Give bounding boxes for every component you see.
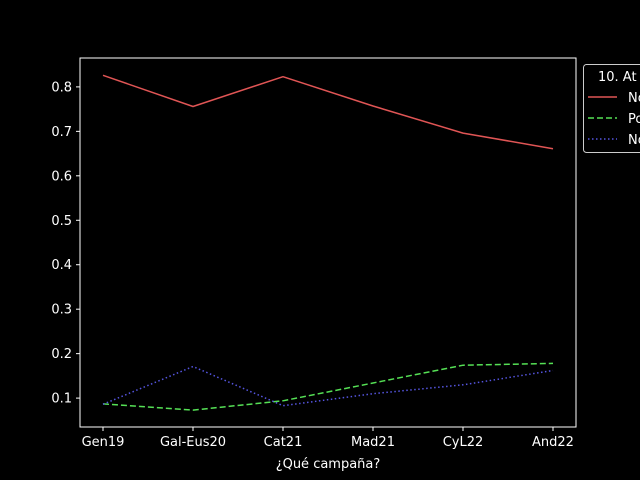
x-tick-label: CyL22 [443, 435, 484, 450]
y-tick-label: 0.5 [51, 214, 72, 229]
series-line-2 [102, 362, 554, 411]
axes: 0.1 0.2 0.3 0.4 0.5 0.6 0.7 0.8 Gen19 Gal-Eus20 Ca… [51, 80, 574, 450]
plot-frame [79, 57, 577, 428]
x-tick-label: Gen19 [82, 435, 125, 450]
legend-label-2: Po [628, 112, 640, 127]
y-tick-label: 0.2 [51, 347, 72, 362]
y-tick-label: 0.1 [51, 392, 72, 407]
y-tick-label: 0.3 [51, 303, 72, 318]
legend-label-3: No [628, 133, 640, 148]
y-tick-label: 0.4 [51, 258, 72, 273]
plot-area [79, 57, 577, 428]
legend: 10. At No Po No [583, 64, 640, 153]
y-tick-label: 0.6 [51, 169, 72, 184]
y-tick-label: 0.7 [51, 125, 72, 140]
legend-label-1: No [628, 91, 640, 106]
legend-title: 10. At [598, 70, 637, 85]
legend-box [583, 64, 640, 153]
x-tick-label: Mad21 [351, 435, 395, 450]
x-tick-label: And22 [532, 435, 574, 450]
x-tick-label: Gal-Eus20 [160, 435, 226, 450]
series-line-1 [102, 74, 554, 150]
x-tick-label: Cat21 [264, 435, 303, 450]
series-line-3 [102, 365, 554, 407]
x-axis-label: ¿Qué campaña? [276, 457, 381, 472]
series-lines [102, 74, 554, 411]
y-tick-label: 0.8 [51, 80, 72, 95]
